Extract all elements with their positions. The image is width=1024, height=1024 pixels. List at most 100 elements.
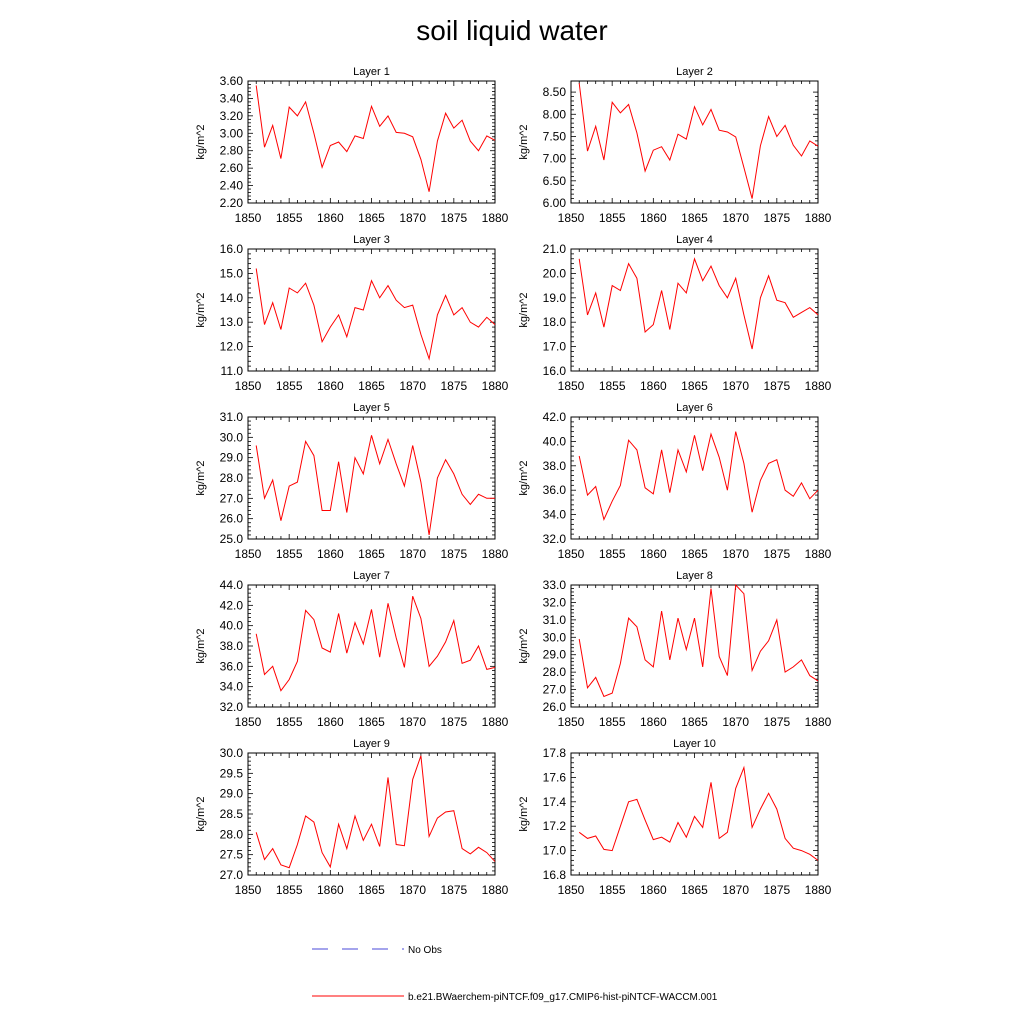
y-tick-label: 20.0 xyxy=(543,266,567,280)
x-tick-label: 1880 xyxy=(482,379,509,393)
plot-frame xyxy=(570,752,819,876)
x-tick-label: 1860 xyxy=(640,547,667,561)
legend-no-obs-label: No Obs xyxy=(408,945,442,956)
x-tick-label: 1855 xyxy=(276,211,303,225)
series-line xyxy=(255,85,496,192)
x-tick-label: 1860 xyxy=(317,379,344,393)
x-tick-label: 1875 xyxy=(763,379,790,393)
x-tick-label: 1860 xyxy=(317,715,344,729)
y-tick-label: 8.50 xyxy=(543,85,567,99)
x-tick-label: 1850 xyxy=(558,211,585,225)
panel-title: Layer 4 xyxy=(676,234,713,246)
y-tick-label: 28.0 xyxy=(220,827,244,841)
series-line xyxy=(578,431,819,522)
y-axis-label: kg/m^2 xyxy=(518,796,530,831)
x-tick-label: 1870 xyxy=(722,379,749,393)
panel-title: Layer 2 xyxy=(676,66,713,78)
y-tick-label: 16.8 xyxy=(543,868,567,882)
y-tick-label: 44.0 xyxy=(220,578,244,592)
y-tick-label: 30.0 xyxy=(220,430,244,444)
plot-frame xyxy=(247,584,496,708)
y-axis-label: kg/m^2 xyxy=(195,796,207,831)
x-tick-label: 1875 xyxy=(763,715,790,729)
x-tick-label: 1850 xyxy=(558,715,585,729)
panels-group: Layer 1 kg/m^2 1850 1855 1860 1865 1870 1875 188… xyxy=(195,66,832,897)
x-tick-label: 1880 xyxy=(482,211,509,225)
panel-layer-1: Layer 1 kg/m^2 1850 1855 1860 1865 1870 1875 188… xyxy=(195,66,509,225)
x-tick-label: 1875 xyxy=(763,211,790,225)
series-line xyxy=(255,755,496,869)
panel-layer-4: Layer 4 kg/m^2 1850 1855 1860 1865 1870 1875 188… xyxy=(518,234,832,393)
y-tick-label: 38.0 xyxy=(543,459,567,473)
x-tick-label: 1875 xyxy=(440,883,467,897)
x-tick-label: 1865 xyxy=(358,883,385,897)
y-tick-label: 18.0 xyxy=(543,315,567,329)
panel-layer-8: Layer 8 kg/m^2 1850 1855 1860 1865 1870 1875 188… xyxy=(518,570,832,729)
y-tick-label: 25.0 xyxy=(220,532,244,546)
y-tick-label: 7.50 xyxy=(543,129,567,143)
y-tick-label: 36.0 xyxy=(543,483,567,497)
y-tick-label: 40.0 xyxy=(543,434,567,448)
series-line xyxy=(255,268,496,361)
panel-title: Layer 7 xyxy=(353,570,390,582)
y-tick-label: 7.00 xyxy=(543,152,567,166)
x-tick-label: 1855 xyxy=(599,379,626,393)
x-tick-label: 1855 xyxy=(599,883,626,897)
y-tick-label: 3.20 xyxy=(220,109,244,123)
x-tick-label: 1850 xyxy=(235,211,262,225)
y-tick-label: 30.0 xyxy=(543,630,567,644)
panel-title: Layer 6 xyxy=(676,402,713,414)
x-tick-label: 1860 xyxy=(640,211,667,225)
y-tick-label: 3.00 xyxy=(220,126,244,140)
x-tick-label: 1855 xyxy=(276,715,303,729)
y-tick-label: 40.0 xyxy=(220,619,244,633)
x-tick-label: 1865 xyxy=(358,379,385,393)
x-tick-label: 1850 xyxy=(235,379,262,393)
y-tick-label: 3.60 xyxy=(220,74,244,88)
y-tick-label: 27.5 xyxy=(220,848,244,862)
y-tick-label: 17.6 xyxy=(543,770,567,784)
y-tick-label: 17.4 xyxy=(543,795,567,809)
x-tick-label: 1860 xyxy=(640,715,667,729)
series-line xyxy=(578,583,819,698)
legend-run-label: b.e21.BWaerchem-piNTCF.f09_g17.CMIP6-his… xyxy=(408,992,718,1003)
y-tick-label: 19.0 xyxy=(543,291,567,305)
y-axis-label: kg/m^2 xyxy=(195,124,207,159)
x-tick-label: 1870 xyxy=(722,211,749,225)
y-tick-label: 29.5 xyxy=(220,766,244,780)
series-line xyxy=(578,83,819,199)
y-tick-label: 2.80 xyxy=(220,144,244,158)
y-tick-label: 28.0 xyxy=(220,471,244,485)
x-tick-label: 1880 xyxy=(805,379,832,393)
y-tick-label: 42.0 xyxy=(543,410,567,424)
panel-layer-6: Layer 6 kg/m^2 1850 1855 1860 1865 1870 1875 188… xyxy=(518,402,832,561)
x-tick-label: 1870 xyxy=(399,883,426,897)
y-tick-label: 31.0 xyxy=(220,410,244,424)
x-tick-label: 1880 xyxy=(482,547,509,561)
y-tick-label: 27.0 xyxy=(220,868,244,882)
y-axis-label: kg/m^2 xyxy=(518,124,530,159)
y-tick-label: 36.0 xyxy=(220,659,244,673)
y-tick-label: 16.0 xyxy=(543,364,567,378)
panel-layer-2: Layer 2 kg/m^2 1850 1855 1860 1865 1870 1875 188… xyxy=(518,66,832,225)
y-axis-label: kg/m^2 xyxy=(518,628,530,663)
y-tick-label: 3.40 xyxy=(220,91,244,105)
x-tick-label: 1875 xyxy=(763,547,790,561)
x-tick-label: 1875 xyxy=(440,379,467,393)
x-tick-label: 1855 xyxy=(276,379,303,393)
x-tick-label: 1870 xyxy=(722,883,749,897)
x-tick-label: 1880 xyxy=(482,883,509,897)
y-tick-label: 31.0 xyxy=(543,613,567,627)
x-tick-label: 1870 xyxy=(399,547,426,561)
x-tick-label: 1860 xyxy=(317,883,344,897)
x-tick-label: 1865 xyxy=(681,547,708,561)
x-tick-label: 1875 xyxy=(440,547,467,561)
y-tick-label: 2.40 xyxy=(220,179,244,193)
y-tick-label: 11.0 xyxy=(221,364,244,378)
y-tick-label: 34.0 xyxy=(220,680,244,694)
y-tick-label: 28.0 xyxy=(543,665,567,679)
y-tick-label: 34.0 xyxy=(543,508,567,522)
x-tick-label: 1855 xyxy=(599,211,626,225)
y-tick-label: 32.0 xyxy=(543,532,567,546)
x-tick-label: 1855 xyxy=(276,547,303,561)
